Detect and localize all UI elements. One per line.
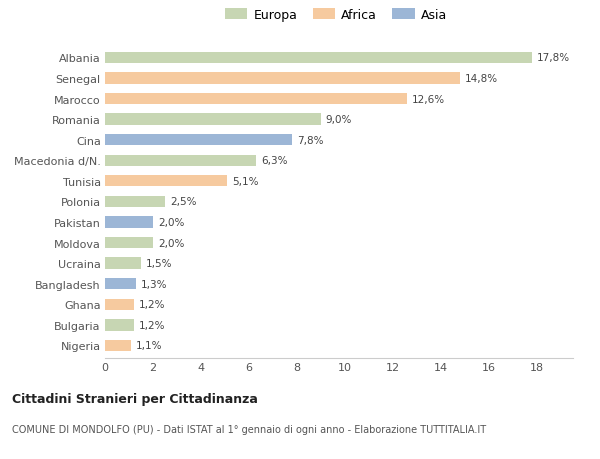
Bar — [105, 258, 141, 269]
Bar — [105, 279, 136, 290]
Text: 12,6%: 12,6% — [412, 94, 445, 104]
Bar — [105, 319, 134, 331]
Bar — [105, 340, 131, 351]
Bar — [105, 155, 256, 167]
Text: 9,0%: 9,0% — [326, 115, 352, 125]
Bar — [105, 237, 153, 249]
Text: 2,0%: 2,0% — [158, 238, 184, 248]
Bar — [105, 53, 532, 64]
Text: 1,5%: 1,5% — [146, 258, 172, 269]
Text: 1,2%: 1,2% — [139, 320, 165, 330]
Text: COMUNE DI MONDOLFO (PU) - Dati ISTAT al 1° gennaio di ogni anno - Elaborazione T: COMUNE DI MONDOLFO (PU) - Dati ISTAT al … — [12, 425, 486, 435]
Bar — [105, 73, 460, 84]
Text: 17,8%: 17,8% — [537, 53, 570, 63]
Text: Cittadini Stranieri per Cittadinanza: Cittadini Stranieri per Cittadinanza — [12, 392, 258, 405]
Legend: Europa, Africa, Asia: Europa, Africa, Asia — [225, 9, 447, 22]
Bar — [105, 217, 153, 228]
Text: 7,8%: 7,8% — [297, 135, 323, 146]
Bar — [105, 196, 165, 207]
Bar — [105, 134, 292, 146]
Bar — [105, 299, 134, 310]
Text: 14,8%: 14,8% — [465, 74, 498, 84]
Text: 1,2%: 1,2% — [139, 300, 165, 310]
Text: 5,1%: 5,1% — [232, 176, 259, 186]
Text: 1,3%: 1,3% — [141, 279, 167, 289]
Text: 6,3%: 6,3% — [261, 156, 287, 166]
Text: 2,5%: 2,5% — [170, 197, 196, 207]
Text: 2,0%: 2,0% — [158, 218, 184, 228]
Bar — [105, 114, 321, 125]
Bar — [105, 176, 227, 187]
Text: 1,1%: 1,1% — [136, 341, 163, 351]
Bar — [105, 94, 407, 105]
